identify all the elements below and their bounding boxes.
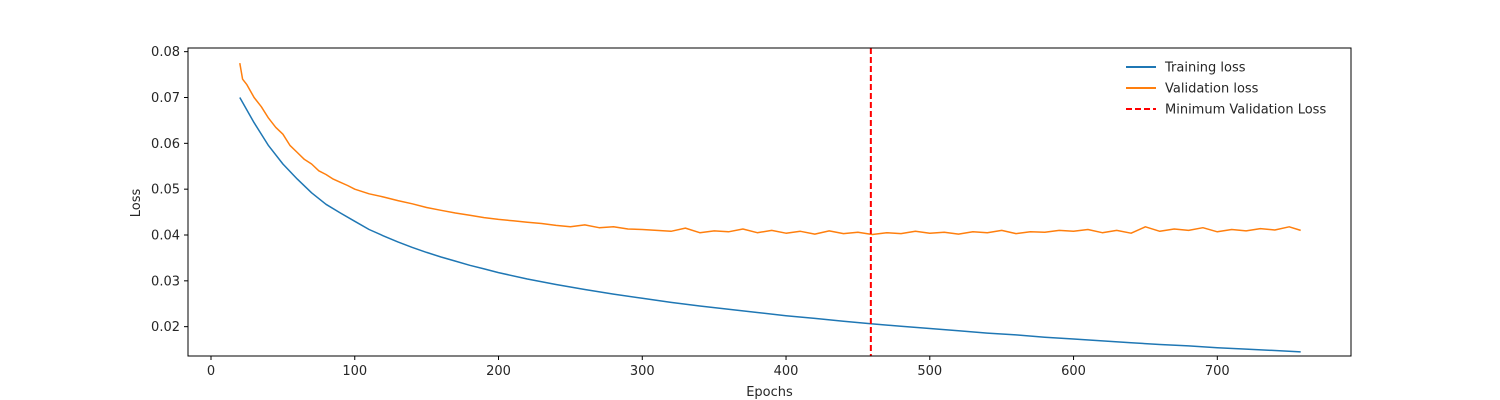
y-tick-label: 0.05	[151, 183, 180, 198]
y-axis-label: Loss	[129, 189, 144, 218]
legend-item: Training loss	[1126, 61, 1246, 76]
y-axis: 0.02 0.03 0.04 0.05 0.06 0.07 0.08	[151, 45, 188, 335]
y-tick-label: 0.02	[151, 320, 180, 335]
x-tick-label: 600	[1061, 364, 1086, 379]
legend: Training loss Validation loss Minimum Vali…	[1126, 61, 1326, 118]
y-tick-label: 0.07	[151, 91, 180, 106]
series-line-training-loss	[239, 97, 1301, 353]
x-tick-label: 700	[1205, 364, 1230, 379]
y-tick-label: 0.03	[151, 274, 180, 289]
y-tick-label: 0.06	[151, 137, 180, 152]
plot-series	[239, 48, 1301, 356]
legend-label: Validation loss	[1165, 82, 1259, 97]
x-tick-label: 200	[486, 364, 511, 379]
legend-label: Minimum Validation Loss	[1165, 103, 1326, 118]
x-tick-label: 400	[774, 364, 799, 379]
y-tick-label: 0.08	[151, 45, 180, 60]
x-tick-label: 0	[207, 364, 215, 379]
x-tick-label: 300	[630, 364, 655, 379]
legend-item: Minimum Validation Loss	[1126, 103, 1326, 118]
x-axis-label: Epochs	[746, 385, 793, 400]
y-tick-label: 0.04	[151, 229, 180, 244]
x-tick-label: 100	[342, 364, 367, 379]
x-axis: 0 100 200 300 400 500 600 700	[207, 356, 1230, 379]
legend-label: Training loss	[1164, 61, 1246, 76]
x-tick-label: 500	[917, 364, 942, 379]
legend-item: Validation loss	[1126, 82, 1259, 97]
series-line-validation-loss	[239, 62, 1301, 236]
plot-frame	[187, 47, 1352, 357]
